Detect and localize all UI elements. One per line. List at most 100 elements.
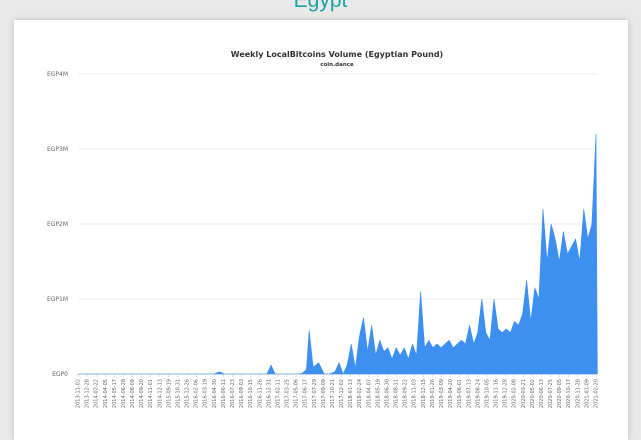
data-point (407, 358, 409, 360)
data-point (224, 373, 226, 375)
data-point (566, 253, 568, 255)
data-point (525, 279, 527, 281)
y-tick-label: EGP2M (47, 221, 68, 228)
data-point (558, 260, 560, 262)
data-point (481, 298, 483, 300)
x-tick-label: 2020-09-05 (557, 379, 563, 408)
x-tick-label: 2019-03-09 (439, 379, 445, 408)
data-point (530, 320, 532, 322)
y-tick-label: EGP3M (47, 146, 68, 153)
x-tick-label: 2016-06-11 (221, 379, 227, 408)
data-point (395, 347, 397, 349)
data-point (538, 298, 540, 300)
x-tick-label: 2019-01-26 (430, 379, 436, 408)
data-point (370, 324, 372, 326)
x-tick-label: 2014-12-13 (157, 379, 163, 408)
data-point (534, 287, 536, 289)
data-point (354, 367, 356, 369)
x-tick-label: 2021-01-09 (584, 379, 590, 408)
x-tick-label: 2017-02-11 (275, 379, 281, 408)
data-point (489, 339, 491, 341)
data-point (218, 371, 220, 373)
x-tick-label: 2017-12-02 (339, 379, 345, 408)
data-point (472, 343, 474, 345)
data-point (546, 260, 548, 262)
x-tick-label: 2020-06-13 (539, 379, 545, 408)
data-point (262, 373, 264, 375)
data-point (411, 343, 413, 345)
data-point (505, 328, 507, 330)
x-tick-label: 2020-10-17 (566, 379, 572, 408)
x-tick-label: 2016-11-26 (257, 379, 263, 408)
x-tick-label: 2019-06-01 (457, 379, 463, 408)
data-point (346, 364, 348, 366)
volume-area-series (77, 133, 598, 375)
x-tick-label: 2019-12-28 (503, 379, 509, 408)
data-point (513, 320, 515, 322)
data-point (517, 324, 519, 326)
x-tick-label: 2020-07-25 (548, 379, 554, 408)
x-tick-label: 2019-07-13 (466, 379, 472, 408)
data-point (452, 347, 454, 349)
x-tick-label: 2018-05-19 (375, 379, 381, 408)
data-point (375, 354, 377, 356)
data-point (436, 343, 438, 345)
x-tick-label: 2014-08-09 (130, 379, 136, 408)
x-tick-label: 2018-11-03 (412, 379, 418, 408)
data-point (428, 339, 430, 341)
x-tick-label: 2019-10-05 (484, 379, 490, 408)
x-tick-label: 2017-03-25 (285, 379, 291, 408)
data-point (328, 373, 330, 375)
data-point (464, 343, 466, 345)
x-tick-label: 2020-05-02 (530, 379, 536, 408)
data-point (468, 324, 470, 326)
x-tick-label: 2014-11-01 (148, 379, 154, 408)
x-tick-label: 2020-03-21 (521, 379, 527, 408)
data-point (391, 358, 393, 360)
x-tick-label: 2017-05-06 (294, 379, 300, 408)
data-point (379, 339, 381, 341)
x-tick-label: 2018-02-24 (357, 379, 363, 408)
data-point (562, 230, 564, 232)
data-point (297, 373, 299, 375)
data-point (338, 362, 340, 364)
y-tick-label: EGP4M (47, 71, 68, 78)
data-point (266, 373, 268, 375)
x-tick-label: 2021-02-20 (594, 379, 600, 408)
chart-card: EGP0 EGP1M EGP2M EGP3M EGP4M 2013-11-02 2013-… (14, 20, 628, 440)
x-tick-label: 2017-09-09 (321, 379, 327, 408)
data-point (497, 328, 499, 330)
data-point (362, 317, 364, 319)
x-tick-label: 2018-01-13 (348, 379, 354, 408)
data-point (366, 350, 368, 352)
data-point (305, 368, 307, 370)
data-point (501, 332, 503, 334)
data-point (595, 133, 597, 135)
data-point (542, 208, 544, 210)
x-tick-label: 2019-11-16 (494, 379, 500, 408)
x-tick-label: 2013-12-28 (85, 379, 91, 408)
data-point (587, 238, 589, 240)
data-point (574, 238, 576, 240)
x-tick-label: 2020-02-08 (512, 379, 518, 408)
x-tick-label: 2019-04-20 (448, 379, 454, 408)
data-point (521, 313, 523, 315)
x-tick-label: 2015-10-31 (175, 379, 181, 408)
y-axis: EGP0 EGP1M EGP2M EGP3M EGP4M (47, 71, 68, 378)
x-tick-label: 2014-06-28 (121, 379, 127, 408)
x-tick-label: 2014-02-22 (94, 379, 100, 408)
x-tick-label: 2016-03-19 (203, 379, 209, 408)
x-tick-label: 2020-11-28 (575, 379, 581, 408)
data-point (383, 350, 385, 352)
x-tick-label: 2016-02-06 (194, 379, 200, 408)
x-tick-label: 2016-10-15 (248, 379, 254, 408)
x-tick-label: 2014-09-20 (139, 379, 145, 408)
chart-title: Weekly LocalBitcoins Volume (Egyptian Po… (231, 50, 443, 59)
data-point (270, 364, 272, 366)
x-tick-label: 2015-09-19 (166, 379, 172, 408)
x-tick-label: 2014-04-05 (103, 379, 109, 408)
data-point (570, 245, 572, 247)
data-point (317, 362, 319, 364)
y-tick-label: EGP1M (47, 296, 68, 303)
x-tick-label: 2016-09-03 (239, 379, 245, 408)
